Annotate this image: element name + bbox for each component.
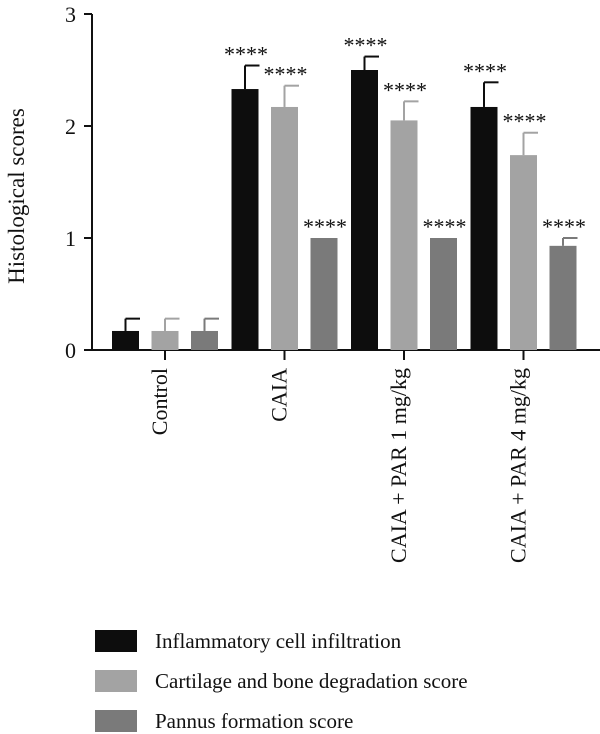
- y-tick-label: 0: [65, 338, 76, 363]
- category-label: CAIA: [267, 368, 292, 422]
- y-tick-label: 1: [65, 226, 76, 251]
- bar: [470, 106, 498, 351]
- bar: [351, 70, 378, 350]
- significance-label: ****: [344, 33, 388, 58]
- bar: [390, 120, 418, 351]
- significance-label: ****: [542, 214, 586, 239]
- significance-label: ****: [224, 42, 268, 67]
- bar: [112, 330, 139, 350]
- error-bars: [124, 55, 578, 331]
- bar: [549, 245, 577, 350]
- bar: [271, 106, 298, 351]
- significance-label: ****: [383, 77, 427, 102]
- legend-label: Cartilage and bone degradation score: [155, 669, 468, 693]
- y-axis-title: Histological scores: [4, 108, 29, 284]
- y-tick-label: 2: [65, 114, 76, 139]
- bar: [430, 238, 457, 350]
- bar: [510, 155, 537, 350]
- y-tick-label: 3: [65, 2, 76, 27]
- legend-label: Pannus formation score: [155, 709, 353, 733]
- category-label: Control: [147, 368, 172, 435]
- category-labels: Control CAIA CAIA + PAR 1 mg/kg CAIA + PAR …: [147, 350, 531, 563]
- bar: [231, 89, 259, 350]
- legend-swatch: [95, 630, 137, 652]
- significance-label: ****: [264, 62, 308, 87]
- legend: Inflammatory cell infiltration Cartilage …: [95, 629, 468, 733]
- significance-labels: ************************************: [224, 33, 586, 239]
- significance-label: ****: [423, 214, 467, 239]
- category-label: CAIA + PAR 4 mg/kg: [506, 368, 531, 563]
- bars: [112, 70, 577, 351]
- legend-swatch: [95, 670, 137, 692]
- significance-label: ****: [463, 58, 507, 83]
- bar: [191, 330, 218, 350]
- legend-label: Inflammatory cell infiltration: [155, 629, 402, 653]
- bar: [310, 238, 338, 350]
- significance-label: ****: [503, 109, 547, 134]
- significance-label: ****: [303, 214, 347, 239]
- legend-swatch: [95, 710, 137, 732]
- category-label: CAIA + PAR 1 mg/kg: [386, 368, 411, 563]
- bar: [151, 330, 179, 350]
